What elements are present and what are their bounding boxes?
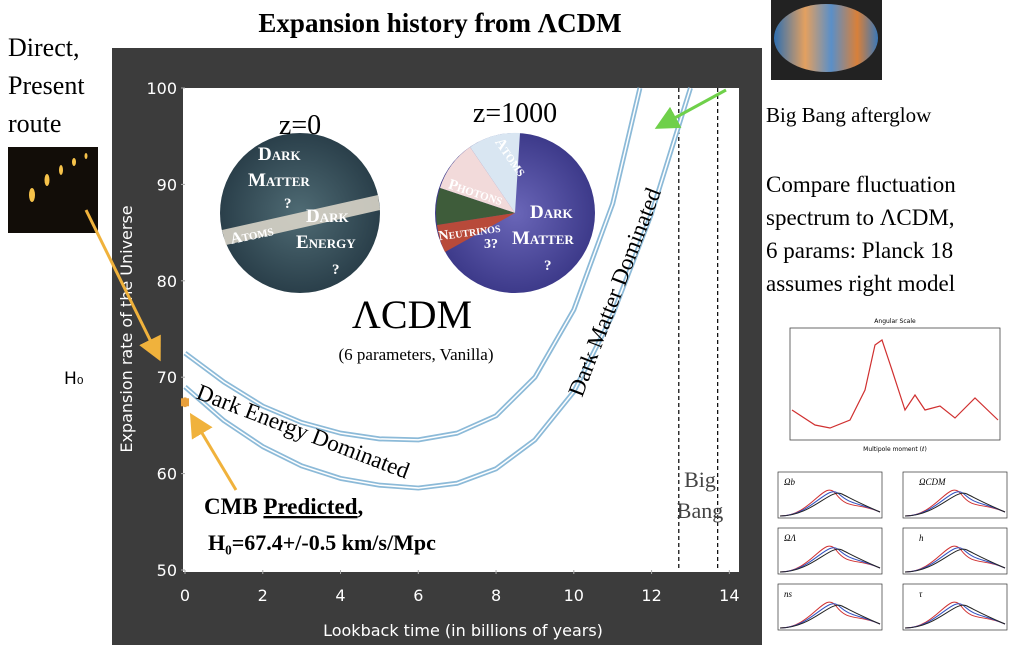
- x-tick-label: 12: [641, 586, 661, 605]
- param-box: [777, 471, 883, 519]
- big-bang-label: Big: [684, 467, 716, 492]
- y-tick-label: 50: [157, 561, 177, 580]
- param-label: ΩΛ: [784, 533, 797, 543]
- cmb-label: CMB Predicted,: [204, 494, 363, 519]
- lcdm-sub: (6 parameters, Vanilla): [339, 345, 494, 364]
- curve-core: [184, 87, 692, 489]
- param-curve: [779, 491, 881, 517]
- right-note: Compare fluctuation: [766, 172, 956, 197]
- circle-text: 3?: [484, 237, 498, 252]
- circle-z1000: [435, 132, 595, 293]
- param-curve: [779, 492, 881, 517]
- x-tick-label: 14: [719, 586, 739, 605]
- param-insets: Ωb ΩCDM ΩΛ h ns τ: [777, 471, 1008, 631]
- param-curve: [904, 603, 1006, 629]
- left-note: Present: [8, 71, 85, 100]
- param-curve: [904, 491, 1006, 517]
- param-label: Ωb: [784, 477, 796, 487]
- arrow: [189, 412, 238, 491]
- z-label: z=1000: [473, 98, 557, 129]
- circle-text: Dark: [530, 202, 573, 223]
- param-curve: [904, 604, 1006, 629]
- spectrum-inset: [789, 327, 1001, 441]
- param-label: ns: [784, 589, 793, 599]
- circle-text: ?: [544, 258, 552, 274]
- y-tick-label: 60: [157, 465, 177, 484]
- data-point: [181, 398, 189, 407]
- x-tick-label: 0: [180, 586, 190, 605]
- right-note: assumes right model: [766, 271, 955, 296]
- x-tick-label: 8: [491, 586, 501, 605]
- cmb-map: [771, 0, 882, 80]
- z-label: z=0: [279, 110, 321, 141]
- param-curve: [779, 604, 881, 629]
- param-curve: [904, 492, 1006, 517]
- right-note: 6 params: Planck 18: [766, 238, 953, 263]
- param-curve: [779, 548, 881, 573]
- circle-text: Dark: [306, 206, 349, 227]
- h0-value: H₀=67.4+/-0.5 km/s/Mpc: [208, 530, 436, 555]
- y-tick-label: 100: [146, 79, 177, 98]
- h0-label: H₀: [64, 369, 84, 389]
- circle-text: Matter: [248, 170, 310, 191]
- x-tick-label: 4: [335, 586, 345, 605]
- y-tick-label: 80: [157, 272, 177, 291]
- y-tick-label: 90: [157, 175, 177, 194]
- circle-text: ?: [284, 196, 292, 212]
- x-axis-label: Lookback time (in billions of years): [323, 621, 603, 640]
- circle-text: ?: [332, 262, 340, 278]
- lcdm-label: ΛCDM: [352, 292, 472, 337]
- y-tick-label: 70: [157, 368, 177, 387]
- big-bang-label: Bang: [677, 498, 723, 523]
- param-curve: [779, 547, 881, 573]
- param-label: ΩCDM: [919, 477, 946, 487]
- y-axis-label: Expansion rate of the Universe: [117, 205, 136, 452]
- circle-z0: [220, 133, 380, 293]
- right-note: spectrum to ΛCDM,: [766, 205, 955, 230]
- arrow: [84, 209, 161, 362]
- plot: 50 60 70 80 90 100 0 2 4 6 8 10 12 14 Lookback time (i…: [117, 79, 740, 640]
- circle-text: Matter: [512, 228, 574, 249]
- param-label: h: [919, 533, 924, 543]
- param-box: [902, 527, 1008, 575]
- x-tick-label: 10: [564, 586, 584, 605]
- x-tick-label: 6: [413, 586, 423, 605]
- left-note: Direct,: [8, 33, 79, 62]
- inset-label: Angular Scale: [874, 318, 916, 325]
- inset-label: Multipole moment (ℓ): [863, 446, 927, 453]
- param-curve: [904, 547, 1006, 573]
- param-box: [902, 583, 1008, 631]
- param-box: [777, 583, 883, 631]
- slide-title: Expansion history from ΛCDM: [258, 8, 621, 38]
- x-tick-label: 2: [258, 586, 268, 605]
- curve-core: [184, 87, 641, 441]
- circle-text: Energy: [296, 232, 356, 253]
- param-box: [777, 527, 883, 575]
- right-note: Big Bang afterglow: [766, 103, 932, 127]
- arrow: [654, 88, 727, 129]
- param-label: τ: [919, 589, 923, 599]
- candle-photo: [8, 147, 98, 233]
- left-note: route: [8, 109, 61, 138]
- circle-text: Dark: [258, 144, 301, 165]
- param-box: [902, 471, 1008, 519]
- param-curve: [779, 603, 881, 629]
- param-curve: [904, 548, 1006, 573]
